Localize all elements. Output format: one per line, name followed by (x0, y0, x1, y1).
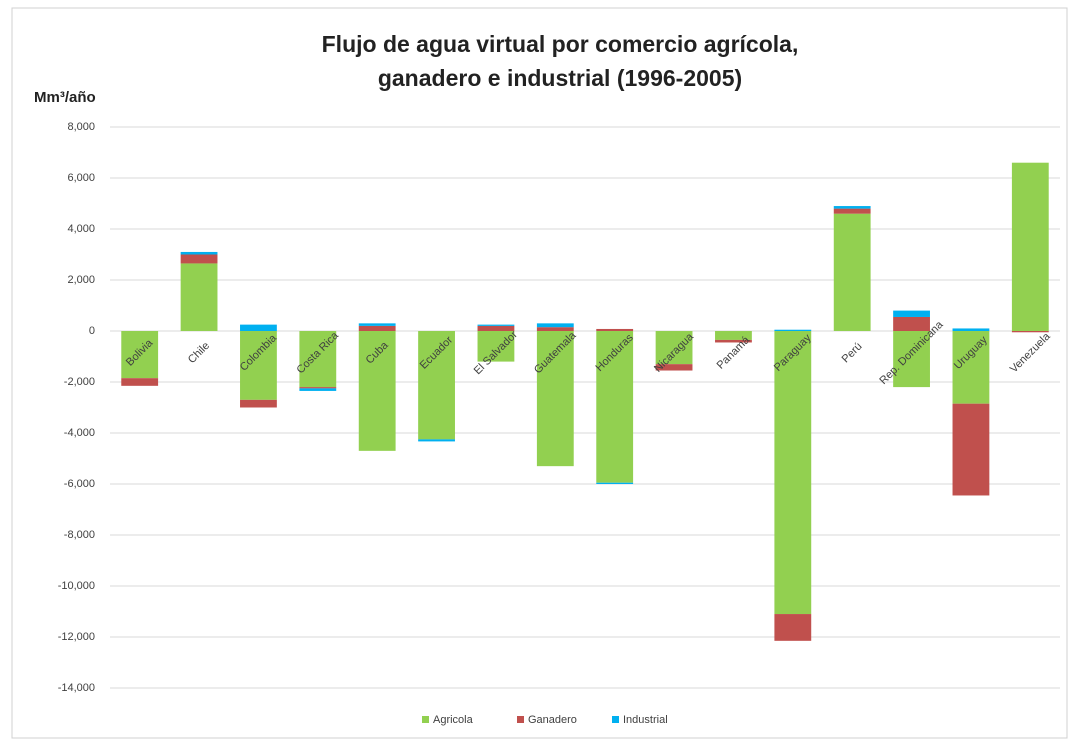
bar-segment (655, 331, 693, 365)
legend-swatch (612, 716, 619, 723)
bar-segment (477, 331, 515, 362)
bar-segment (774, 329, 812, 331)
bar-segment (477, 325, 515, 331)
bar-segment (180, 251, 218, 255)
bar-segment (715, 331, 752, 340)
bar-segment (893, 310, 930, 317)
bar-segment (180, 254, 218, 264)
bar-segment (893, 331, 930, 388)
chart-title: ganadero e industrial (1996-2005) (378, 65, 742, 91)
bar-segment (358, 331, 396, 451)
y-axis-label: Mm³/año (34, 89, 96, 106)
y-tick-label: -6,000 (64, 478, 95, 490)
bar-segment (299, 387, 337, 389)
bar-segment (1011, 162, 1049, 331)
bar-segment (833, 213, 871, 331)
bar-segment (180, 263, 218, 331)
y-tick-label: -12,000 (58, 631, 95, 643)
bar-segment (952, 403, 990, 496)
bar-segment (358, 325, 396, 331)
y-tick-label: -14,000 (58, 682, 95, 694)
bar-segment (1011, 331, 1049, 333)
y-tick-label: 8,000 (67, 121, 95, 133)
y-tick-label: 4,000 (67, 223, 95, 235)
y-tick-label: 6,000 (67, 172, 95, 184)
bar-segment (536, 327, 574, 331)
bar-segment (477, 324, 515, 326)
bar-segment (240, 331, 277, 400)
bar-segment (299, 388, 337, 391)
bar-segment (418, 331, 455, 440)
legend-swatch (517, 716, 524, 723)
bar-segment (121, 378, 159, 386)
y-tick-label: 0 (89, 325, 95, 337)
bar-segment (952, 331, 990, 404)
bar-segment (833, 208, 871, 214)
bar-segment (536, 323, 574, 328)
chart-title: Flujo de agua virtual por comercio agríc… (322, 31, 799, 57)
y-tick-label: -10,000 (58, 580, 95, 592)
legend-label: Industrial (623, 714, 668, 726)
bar-segment (121, 331, 159, 379)
bar-segment (833, 206, 871, 209)
legend-swatch (422, 716, 429, 723)
bar-segment (774, 614, 812, 641)
legend-label: Ganadero (528, 714, 577, 726)
legend-label: Agricola (433, 714, 474, 726)
y-tick-label: -4,000 (64, 427, 95, 439)
y-tick-label: -2,000 (64, 376, 95, 388)
bar-segment (774, 331, 812, 615)
bar-segment (240, 399, 277, 408)
bar-segment (418, 439, 455, 442)
bar-segment (596, 331, 634, 483)
bar-segment (536, 331, 574, 467)
bar-segment (240, 324, 277, 331)
bar-segment (299, 331, 337, 388)
bar-segment (596, 482, 634, 484)
y-tick-label: -8,000 (64, 529, 95, 541)
bar-segment (596, 328, 634, 331)
bar-segment (952, 328, 990, 331)
y-tick-label: 2,000 (67, 274, 95, 286)
bar-segment (893, 316, 930, 331)
bar-segment (655, 364, 693, 371)
bar-segment (358, 323, 396, 326)
bar-segment (715, 339, 752, 343)
